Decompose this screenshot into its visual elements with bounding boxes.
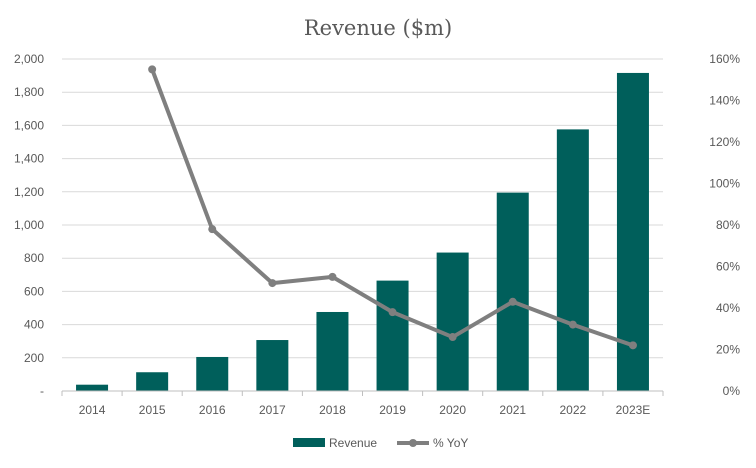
y-right-tick-label: 80%: [716, 218, 740, 232]
x-tick-label: 2023E: [616, 403, 651, 417]
y-left-tick-label: 1,000: [14, 218, 44, 232]
revenue-bar: [616, 72, 649, 391]
yoy-point: [208, 225, 217, 234]
x-tick-label: 2015: [139, 403, 166, 417]
left-y-axis: - 200 400 600 800 1,000 1,200 1,400 1,600 1,800 2,…: [14, 52, 44, 398]
y-left-tick-label: 200: [24, 351, 44, 365]
yoy-point: [628, 341, 637, 350]
revenue-bar: [496, 192, 529, 391]
yoy-point: [148, 65, 157, 74]
y-right-tick-label: 40%: [716, 301, 740, 315]
legend: Revenue % YoY: [293, 436, 468, 450]
x-tick-label: 2014: [79, 403, 106, 417]
y-right-tick-label: 20%: [716, 343, 740, 357]
gridlines: [62, 58, 663, 359]
revenue-bar: [376, 280, 409, 391]
y-right-tick-label: 100%: [709, 177, 740, 191]
yoy-point: [268, 279, 277, 288]
revenue-bar: [436, 252, 469, 391]
revenue-bar: [316, 311, 349, 391]
y-left-tick-label: 2,000: [14, 52, 44, 66]
y-right-tick-label: 140%: [709, 94, 740, 108]
y-left-tick-label: 1,200: [14, 185, 44, 199]
legend-revenue-label: Revenue: [329, 436, 377, 450]
x-tick-label: 2016: [199, 403, 226, 417]
revenue-bar: [196, 356, 229, 391]
y-left-tick-label: 1,800: [14, 85, 44, 99]
revenue-bar: [76, 384, 109, 391]
x-tick-label: 2018: [319, 403, 346, 417]
x-tick-label: 2020: [439, 403, 466, 417]
y-right-tick-label: 120%: [709, 135, 740, 149]
revenue-bar: [556, 129, 589, 391]
x-axis: 2014 2015 2016 2017 2018 2019 2020 2021 2022 2023…: [61, 390, 664, 417]
legend-revenue-swatch: [293, 438, 325, 447]
revenue-bar: [136, 372, 169, 391]
y-left-tick-label: 400: [24, 318, 44, 332]
chart-title: Revenue ($m): [304, 16, 452, 40]
y-left-tick-label: -: [40, 384, 44, 398]
y-right-tick-label: 60%: [716, 260, 740, 274]
y-left-tick-label: 600: [24, 284, 44, 298]
revenue-bar: [256, 340, 289, 391]
y-left-tick-label: 1,400: [14, 152, 44, 166]
yoy-point: [508, 297, 517, 306]
yoy-point: [448, 333, 457, 342]
x-tick-label: 2022: [559, 403, 586, 417]
yoy-point: [568, 320, 577, 329]
x-tick-label: 2021: [499, 403, 526, 417]
y-left-tick-label: 1,600: [14, 118, 44, 132]
y-right-tick-label: 160%: [709, 52, 740, 66]
y-left-tick-label: 800: [24, 251, 44, 265]
right-y-axis: 0% 20% 40% 60% 80% 100% 120% 140% 160%: [709, 52, 740, 398]
legend-yoy-swatch-marker: [409, 439, 417, 447]
y-right-tick-label: 0%: [723, 384, 741, 398]
legend-yoy-label: % YoY: [433, 436, 468, 450]
yoy-point: [328, 272, 337, 281]
yoy-point: [388, 308, 397, 317]
revenue-bars: [76, 72, 649, 391]
x-tick-label: 2017: [259, 403, 286, 417]
yoy-line: [148, 65, 637, 350]
x-tick-label: 2019: [379, 403, 406, 417]
